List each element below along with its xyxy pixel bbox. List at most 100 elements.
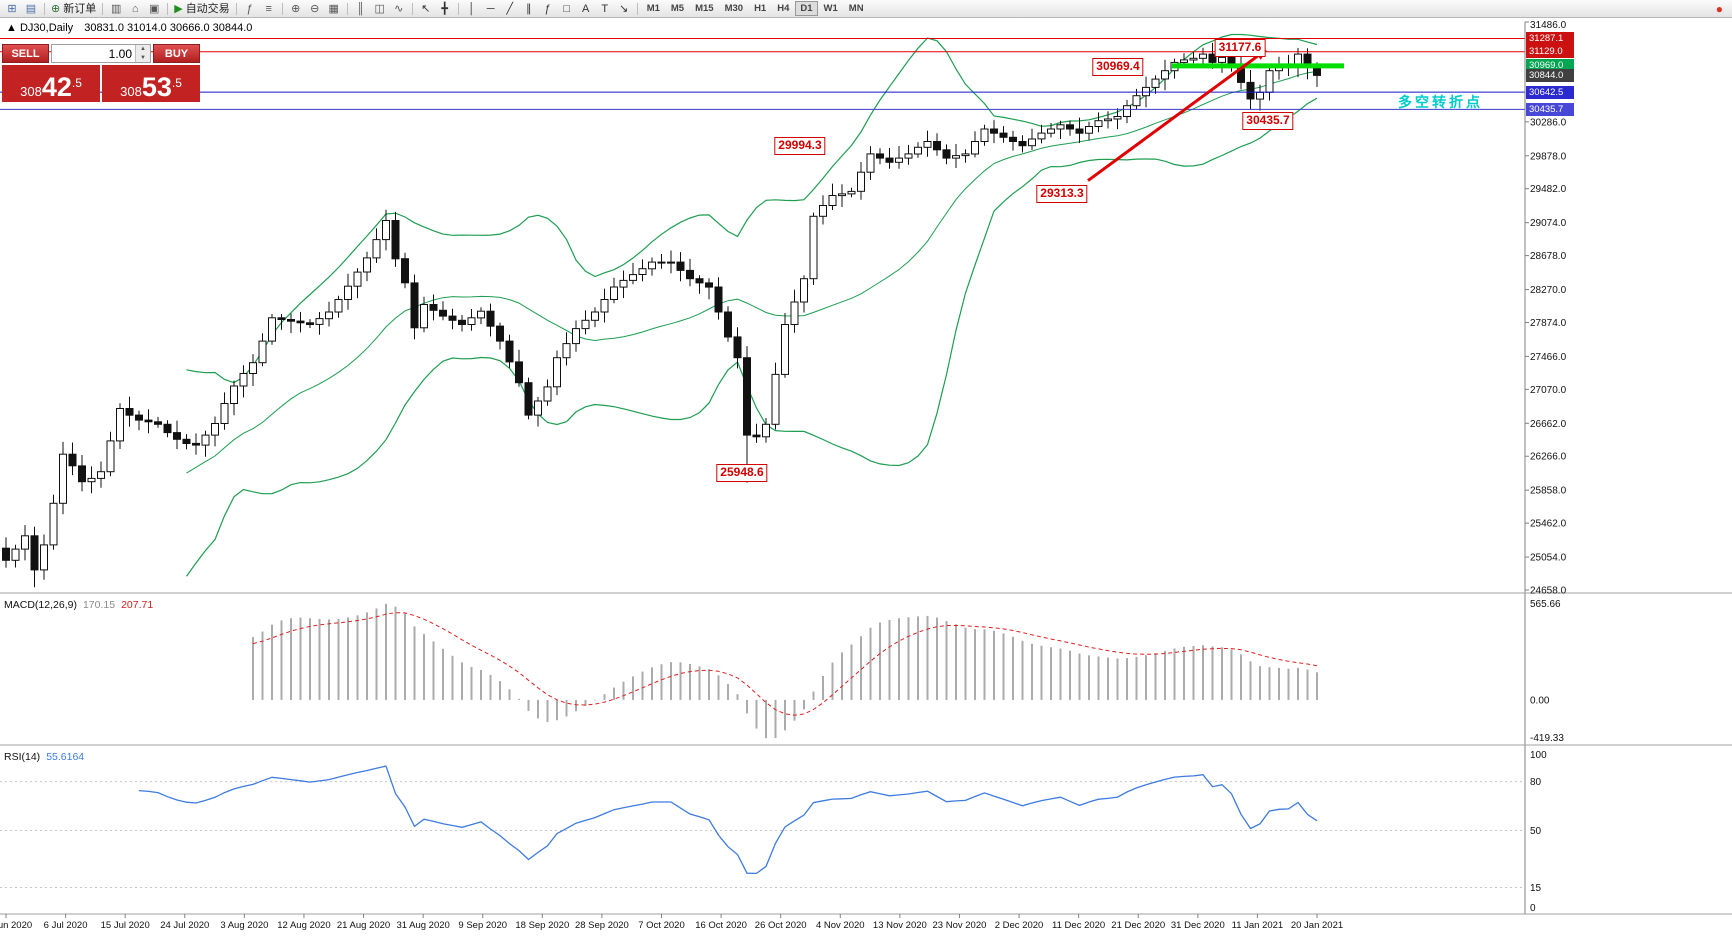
- price-annotation[interactable]: 31177.6: [1214, 39, 1266, 58]
- horizontal-line-icon[interactable]: ─: [482, 1, 500, 17]
- svg-text:15 Jul 2020: 15 Jul 2020: [101, 920, 150, 931]
- price-annotation[interactable]: 29994.3: [774, 137, 826, 156]
- axes: 31486.0 30286.0 29878.0 29482.0 29074.0 28678…: [0, 20, 1732, 931]
- svg-text:23 Nov 2020: 23 Nov 2020: [933, 920, 987, 931]
- toolbar-separator: [346, 2, 348, 15]
- navigator-icon[interactable]: ⌂: [126, 1, 144, 17]
- timeframe-m1[interactable]: M1: [642, 1, 665, 16]
- zoom-in-icon[interactable]: ⊕: [287, 1, 305, 17]
- zoom-out-icon[interactable]: ⊖: [306, 1, 324, 17]
- timeframe-m15[interactable]: M15: [690, 1, 718, 16]
- new-order-icon: ⊕: [51, 2, 61, 15]
- timeframe-m30[interactable]: M30: [720, 1, 748, 16]
- chart-window: 31486.0 30286.0 29878.0 29482.0 29074.0 28678…: [0, 18, 1732, 944]
- grid-icon[interactable]: ▦: [325, 1, 343, 17]
- toolbar-separator: [281, 2, 283, 15]
- macd-histogram: [252, 603, 1318, 739]
- svg-text:31486.0: 31486.0: [1530, 20, 1567, 31]
- crosshair-icon[interactable]: ╋: [436, 1, 454, 17]
- arrows-icon[interactable]: ↘: [615, 1, 633, 17]
- channel-icon[interactable]: ∥: [520, 1, 538, 17]
- volume-up-icon[interactable]: ▲: [136, 45, 150, 54]
- svg-text:26 Jun 2020: 26 Jun 2020: [0, 920, 32, 931]
- svg-text:25054.0: 25054.0: [1530, 553, 1567, 564]
- chart-profiles-icon[interactable]: ▤: [22, 1, 40, 17]
- buy-price-button[interactable]: 308 53 .5: [102, 65, 200, 102]
- svg-text:28 Sep 2020: 28 Sep 2020: [575, 920, 629, 931]
- label-icon[interactable]: T: [596, 1, 614, 17]
- vertical-line-icon[interactable]: │: [463, 1, 481, 17]
- note-text[interactable]: 多空转折点: [1398, 93, 1483, 110]
- svg-text:-419.33: -419.33: [1530, 733, 1564, 744]
- volume-stepper[interactable]: ▲ ▼: [135, 45, 150, 62]
- buy-price-frac: .5: [171, 76, 182, 90]
- timeframe-h1[interactable]: H1: [749, 1, 771, 16]
- sell-button[interactable]: SELL: [2, 44, 49, 63]
- objects-list-icon[interactable]: ≡: [260, 1, 278, 17]
- svg-text:100: 100: [1530, 750, 1547, 761]
- svg-text:24 Jul 2020: 24 Jul 2020: [160, 920, 209, 931]
- svg-text:50: 50: [1530, 826, 1542, 837]
- timeframe-h4[interactable]: H4: [772, 1, 794, 16]
- market-watch-icon[interactable]: ▥: [107, 1, 125, 17]
- toolbar-separator: [457, 2, 459, 15]
- svg-text:7 Oct 2020: 7 Oct 2020: [638, 920, 684, 931]
- bollinger-bands: [186, 33, 1318, 577]
- volume-value[interactable]: 1.00: [108, 47, 132, 61]
- timeframe-d1[interactable]: D1: [795, 1, 818, 16]
- price-annotation[interactable]: 25948.6: [716, 464, 768, 483]
- new-order-button[interactable]: ⊕ 新订单: [49, 1, 98, 17]
- svg-text:26266.0: 26266.0: [1530, 452, 1567, 463]
- svg-text:11 Dec 2020: 11 Dec 2020: [1052, 920, 1105, 931]
- candle-chart-icon[interactable]: ◫: [371, 1, 389, 17]
- svg-text:3 Aug 2020: 3 Aug 2020: [220, 920, 268, 931]
- indicators-icon[interactable]: ƒ: [241, 1, 259, 17]
- notification-icon[interactable]: ●: [1715, 1, 1723, 16]
- svg-text:15: 15: [1530, 883, 1542, 894]
- collapse-panel-icon[interactable]: ▲: [6, 22, 17, 34]
- svg-text:26662.0: 26662.0: [1530, 419, 1567, 430]
- volume-down-icon[interactable]: ▼: [136, 53, 150, 62]
- price-annotation[interactable]: 29313.3: [1036, 184, 1088, 203]
- autotrade-button[interactable]: ▶ 自动交易: [172, 1, 231, 17]
- svg-text:11 Jan 2021: 11 Jan 2021: [1232, 920, 1284, 931]
- chart-canvas[interactable]: 31486.0 30286.0 29878.0 29482.0 29074.0 28678…: [0, 18, 1732, 944]
- toolbar-separator: [636, 2, 638, 15]
- sell-price-prefix: 308: [20, 84, 42, 99]
- price-annotation[interactable]: 30969.4: [1092, 58, 1144, 76]
- toolbar-separator: [167, 2, 169, 15]
- svg-text:24658.0: 24658.0: [1530, 586, 1567, 597]
- sell-price-button[interactable]: 308 42 .5: [2, 65, 100, 102]
- svg-text:565.66: 565.66: [1530, 599, 1561, 610]
- bar-chart-icon[interactable]: ║: [352, 1, 370, 17]
- svg-text:27070.0: 27070.0: [1530, 385, 1567, 396]
- text-icon[interactable]: A: [577, 1, 595, 17]
- toolbar: ⊞ ▤ ⊕ 新订单 ▥ ⌂ ▣ ▶ 自动交易 ƒ ≡ ⊕ ⊖ ▦ ║ ◫ ∿ ↖ ╋ │ ─ ╱ ∥ ƒ □ A T ↘ M1 M5 M15…: [0, 0, 1732, 18]
- trendline-icon[interactable]: ╱: [501, 1, 519, 17]
- one-click-trading-panel: SELL 1.00 ▲ ▼ BUY 308 42 .5 308: [2, 44, 200, 102]
- svg-text:9 Sep 2020: 9 Sep 2020: [458, 920, 507, 931]
- svg-text:20 Jan 2021: 20 Jan 2021: [1291, 920, 1343, 931]
- line-chart-icon[interactable]: ∿: [390, 1, 408, 17]
- shapes-icon[interactable]: □: [558, 1, 576, 17]
- volume-input[interactable]: 1.00 ▲ ▼: [51, 44, 151, 63]
- horizontal-lines[interactable]: [0, 38, 1525, 110]
- svg-text:25858.0: 25858.0: [1530, 486, 1567, 497]
- timeframe-mn[interactable]: MN: [844, 1, 869, 16]
- timeframe-m5[interactable]: M5: [666, 1, 689, 16]
- svg-text:29878.0: 29878.0: [1530, 151, 1567, 162]
- timeframe-w1[interactable]: W1: [819, 1, 843, 16]
- fibonacci-icon[interactable]: ƒ: [539, 1, 557, 17]
- svg-text:29074.0: 29074.0: [1530, 218, 1567, 229]
- svg-text:29482.0: 29482.0: [1530, 184, 1567, 195]
- cursor-icon[interactable]: ↖: [417, 1, 435, 17]
- svg-text:30286.0: 30286.0: [1530, 117, 1567, 128]
- svg-text:6 Jul 2020: 6 Jul 2020: [44, 920, 88, 931]
- buy-button[interactable]: BUY: [153, 44, 200, 63]
- terminal-icon[interactable]: ▣: [145, 1, 163, 17]
- price-annotation[interactable]: 30435.7: [1242, 111, 1294, 130]
- svg-text:28678.0: 28678.0: [1530, 251, 1567, 262]
- new-chart-icon[interactable]: ⊞: [3, 1, 21, 17]
- svg-text:27466.0: 27466.0: [1530, 352, 1567, 363]
- buy-price-prefix: 308: [120, 84, 142, 99]
